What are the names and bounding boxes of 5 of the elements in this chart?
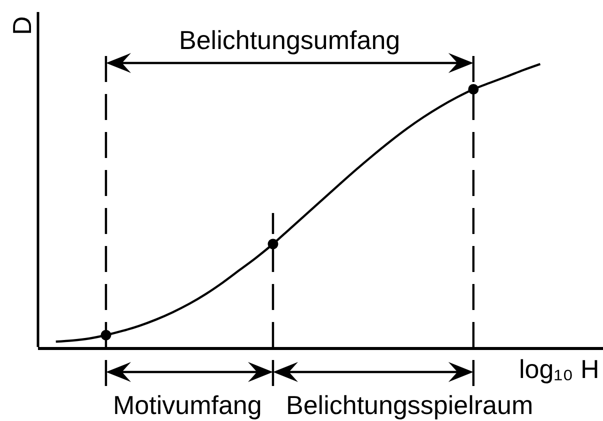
y-axis-title: D [7, 16, 37, 35]
text: Belichtungsumfang [179, 25, 400, 55]
x-axis-title: log₁₀ H [519, 354, 600, 384]
text: Belichtungsspielraum [286, 390, 534, 420]
text: Motivumfang [113, 390, 262, 420]
